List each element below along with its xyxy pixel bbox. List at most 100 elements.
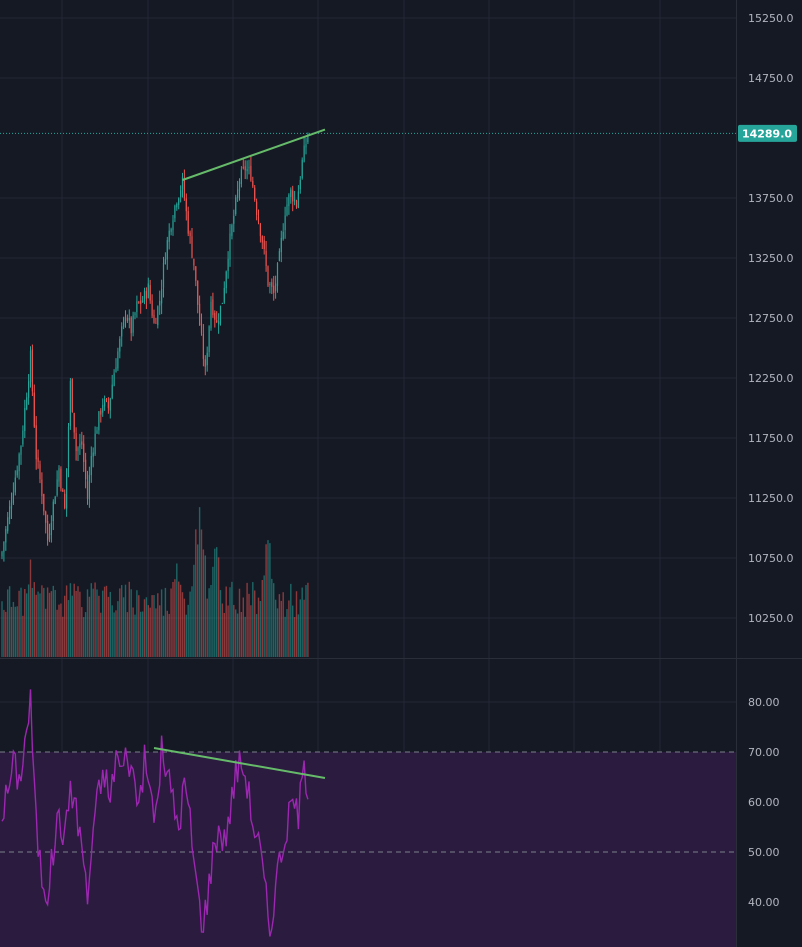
candle-body xyxy=(229,233,231,260)
candle-body xyxy=(79,443,81,448)
candle xyxy=(252,176,254,189)
candle-body xyxy=(250,165,252,181)
candle-body xyxy=(223,287,225,303)
candle-body xyxy=(102,404,104,413)
volume-bar xyxy=(109,591,111,657)
candle xyxy=(155,317,157,324)
candle xyxy=(284,206,286,239)
candle-body xyxy=(81,441,83,445)
candle xyxy=(94,426,96,456)
candle xyxy=(126,314,128,323)
volume-bar xyxy=(24,588,26,657)
candle xyxy=(202,324,204,367)
candle xyxy=(66,468,68,517)
volume-bar xyxy=(134,614,136,657)
volume-bar xyxy=(140,611,142,657)
candle xyxy=(123,316,125,330)
candle-body xyxy=(248,167,250,169)
volume-bar xyxy=(67,600,70,657)
volume-bar xyxy=(86,589,89,657)
candle-body xyxy=(303,145,305,162)
candle-body xyxy=(193,258,195,266)
candlestick-series[interactable] xyxy=(1,132,309,562)
candle xyxy=(119,336,121,359)
candle xyxy=(90,446,92,483)
volume-bar xyxy=(79,591,81,657)
candle xyxy=(206,346,208,372)
candle xyxy=(229,223,231,267)
candle xyxy=(238,178,241,201)
volume-bar xyxy=(233,604,235,657)
candle xyxy=(60,466,62,492)
volume-bar xyxy=(75,590,77,657)
candle-body xyxy=(199,303,201,326)
candle-body xyxy=(240,169,242,185)
volume-bar xyxy=(206,598,208,657)
candle xyxy=(200,313,203,336)
volume-bar xyxy=(303,599,305,657)
candle-body xyxy=(75,433,77,451)
candle-body xyxy=(305,144,307,148)
candle-body xyxy=(45,511,47,523)
candle xyxy=(263,235,265,255)
candle xyxy=(138,300,140,304)
volume-bar xyxy=(105,585,108,657)
candle-body xyxy=(225,271,227,289)
candle-body xyxy=(119,338,121,352)
candle-body xyxy=(286,204,288,216)
volume-bar xyxy=(157,593,159,657)
candle xyxy=(92,447,94,468)
candle-body xyxy=(35,425,37,460)
volume-bar xyxy=(219,590,222,657)
candle-body xyxy=(178,198,180,205)
candle xyxy=(187,206,189,237)
candle xyxy=(69,377,71,430)
candle xyxy=(267,265,269,287)
candle xyxy=(275,275,277,299)
candle xyxy=(181,172,184,198)
candle-body xyxy=(252,180,254,187)
volume-bar xyxy=(8,586,11,657)
volume-bar xyxy=(259,600,262,657)
volume-bar xyxy=(155,608,157,657)
volume-bar xyxy=(307,582,309,657)
candle xyxy=(45,510,47,534)
candle-body xyxy=(85,459,87,480)
last-price-badge: 14289.0 xyxy=(738,124,797,142)
rsi-line[interactable] xyxy=(1,689,309,937)
candle xyxy=(111,374,113,400)
candle-body xyxy=(242,167,244,169)
volume-bar xyxy=(276,608,279,657)
candle-body xyxy=(71,379,73,413)
candle xyxy=(115,358,117,373)
candle xyxy=(71,378,73,413)
volume-bar xyxy=(98,595,100,657)
volume-bar xyxy=(92,588,94,657)
price-tick-label: 14750.0 xyxy=(748,72,794,85)
volume-bar xyxy=(200,529,203,657)
candle-body xyxy=(166,240,168,260)
candle-body xyxy=(24,407,26,431)
candle xyxy=(218,313,220,334)
candle-body xyxy=(111,384,113,399)
volume-bar xyxy=(189,591,191,657)
volume-bar xyxy=(265,544,267,657)
volume-bar xyxy=(71,595,73,657)
candle xyxy=(282,223,284,241)
candle xyxy=(162,256,165,298)
last-price-badge-label: 14289.0 xyxy=(742,127,792,140)
rsi-trendline[interactable] xyxy=(153,747,326,779)
candle-body xyxy=(273,285,275,293)
candle xyxy=(132,311,134,337)
candle xyxy=(85,452,87,489)
rsi-axis[interactable]: 80.00 70.00 60.00 50.00 40.00 xyxy=(748,696,780,909)
candle xyxy=(26,392,28,411)
volume-bar xyxy=(229,587,231,657)
candle xyxy=(102,398,104,417)
candle xyxy=(191,228,193,259)
price-tick-label: 12250.0 xyxy=(748,372,794,385)
volume-bar xyxy=(12,601,15,657)
price-trendline[interactable] xyxy=(182,128,326,181)
volume-bar xyxy=(46,587,49,657)
